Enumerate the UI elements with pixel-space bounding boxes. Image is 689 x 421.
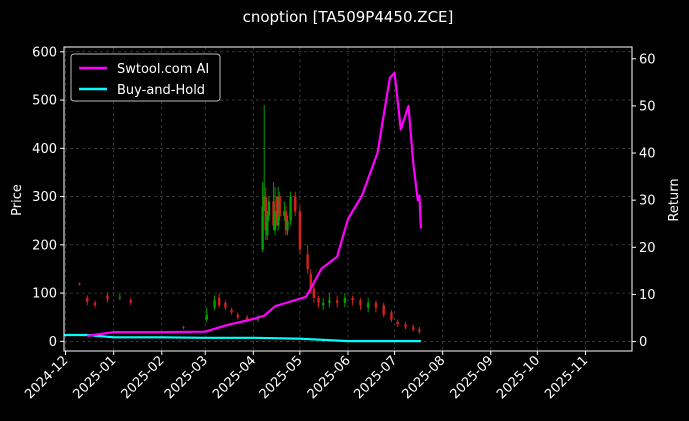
candle-body	[266, 215, 269, 236]
candle-body	[418, 329, 421, 332]
candle-body	[294, 196, 297, 212]
candle-body	[86, 297, 89, 302]
y-axis-label-right: Return	[667, 178, 682, 221]
series-line-strategy	[87, 71, 422, 337]
candle-body	[264, 196, 267, 231]
candle-body	[213, 300, 216, 308]
candle-body	[382, 305, 385, 315]
candle-body	[289, 196, 292, 221]
candle-body	[236, 314, 240, 318]
candle-body	[359, 300, 362, 306]
y-tick-label-right: 40	[639, 147, 656, 162]
candle-body	[224, 302, 227, 308]
candle-body	[390, 312, 393, 320]
y-tick-label-right: 10	[639, 288, 656, 303]
candle-body	[404, 324, 407, 327]
legend-label-strategy: Swtool.com AI	[117, 62, 209, 77]
y-tick-label-right: 20	[639, 241, 656, 256]
candle-body	[312, 288, 316, 298]
candle-body	[272, 201, 275, 226]
candle-body	[276, 196, 280, 226]
candle-body	[343, 297, 347, 303]
candle-body	[351, 297, 354, 301]
candle-body	[205, 314, 208, 320]
candle-body	[262, 196, 266, 207]
candle-body	[278, 196, 281, 216]
candle-body	[261, 206, 264, 250]
candle-body	[78, 283, 81, 285]
y-tick-label-left: 400	[32, 142, 57, 157]
candle-body	[273, 211, 277, 231]
candle-body	[306, 254, 309, 269]
candle-body	[298, 211, 302, 250]
legend: Swtool.com AI Buy-and-Hold	[70, 53, 221, 102]
y-tick-label-right: 30	[639, 194, 656, 209]
candle-body	[366, 302, 370, 308]
candle-body	[275, 211, 278, 221]
candles	[78, 104, 421, 335]
candle-body	[284, 211, 288, 231]
candle-body	[267, 201, 271, 216]
candle-body	[283, 211, 286, 216]
candle-body	[335, 300, 339, 303]
y-axis-label-left: Price	[10, 184, 25, 216]
candle-body	[396, 322, 399, 325]
legend-box	[70, 53, 221, 102]
candle-body	[286, 220, 289, 231]
chart-title: cnoption [TA509P4450.ZCE]	[243, 8, 454, 26]
candle-body	[321, 302, 325, 306]
y-tick-label-left: 100	[32, 287, 57, 302]
candle-body	[245, 317, 249, 320]
right-y-ticks: 0 10 20 30 40 50 60	[632, 52, 656, 350]
y-tick-label-right: 60	[639, 52, 656, 67]
candle-body	[93, 302, 97, 306]
candle-body	[411, 326, 415, 330]
candle-body	[230, 309, 233, 313]
y-tick-label-left: 600	[32, 45, 57, 60]
candle-body	[374, 302, 378, 308]
candle-body	[217, 297, 221, 306]
y-tick-label-left: 200	[32, 238, 57, 253]
candle-body	[118, 296, 122, 298]
y-tick-label-right: 0	[639, 335, 647, 350]
y-tick-label-left: 500	[32, 94, 57, 109]
y-tick-label-left: 300	[32, 190, 57, 205]
candle-body	[317, 297, 320, 303]
legend-label-benchmark: Buy-and-Hold	[117, 83, 205, 98]
candle-body	[106, 295, 109, 299]
left-y-ticks: 0 100 200 300 400 500 600	[32, 45, 64, 350]
y-tick-label-left: 0	[49, 335, 57, 350]
candle-body	[182, 326, 185, 328]
series-lines	[64, 71, 422, 343]
candle-body	[129, 300, 132, 303]
candle-body	[309, 273, 312, 289]
candle-body	[328, 300, 331, 303]
y-tick-label-right: 50	[639, 99, 656, 114]
series-line-benchmark	[64, 333, 421, 343]
